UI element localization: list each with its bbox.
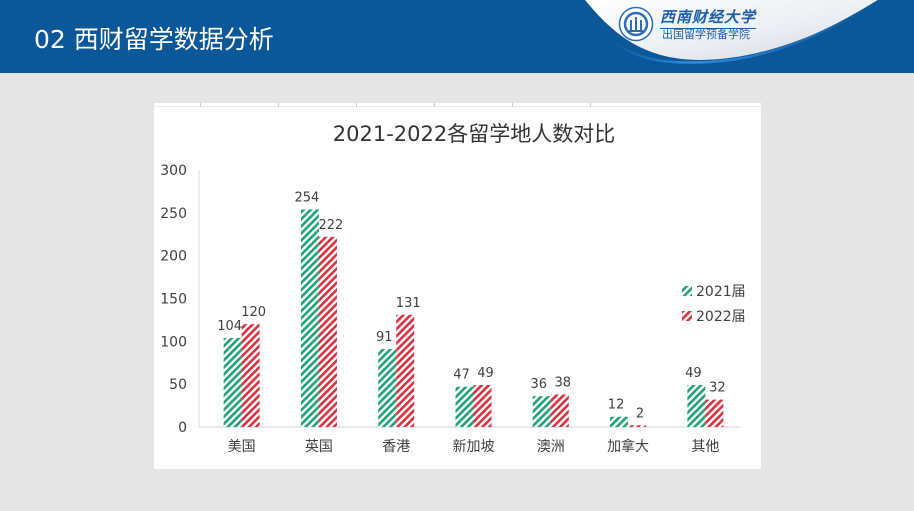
bar-2022 xyxy=(473,385,492,427)
data-label: 254 xyxy=(295,190,320,205)
slide-title: 02 西财留学数据分析 xyxy=(34,25,274,54)
strip-tick xyxy=(200,103,201,107)
bar-2022 xyxy=(705,399,724,427)
legend-item-2022[interactable]: 2022届 xyxy=(682,309,746,325)
chart-title: 2021-2022各留学地人数对比 xyxy=(333,122,615,146)
data-label: 49 xyxy=(685,366,702,381)
data-label: 91 xyxy=(376,330,393,345)
bar-2021 xyxy=(610,416,629,427)
strip-tick xyxy=(434,103,435,107)
bar-2021 xyxy=(378,349,397,427)
data-label: 36 xyxy=(531,377,548,392)
university-name: 西南财经大学 xyxy=(660,6,757,29)
bar-2022 xyxy=(318,236,337,427)
bars xyxy=(223,209,724,427)
x-tick-label: 其他 xyxy=(691,439,719,455)
strip-tick xyxy=(356,103,357,107)
legend-label: 2021届 xyxy=(696,284,746,300)
legend-swatch xyxy=(682,311,692,321)
y-tick-label: 100 xyxy=(160,334,187,350)
bar-2022 xyxy=(396,314,415,427)
data-label: 104 xyxy=(217,319,242,334)
legend: 2021届 2022届 xyxy=(682,284,746,325)
college-name: 出国留学预备学院 xyxy=(662,28,750,41)
bar-chart: 2021-2022各留学地人数对比 0 50 100 150 200 250 300 美国 英… xyxy=(160,122,746,455)
bar-2022 xyxy=(628,425,647,427)
university-logo: 西南财经大学 出国留学预备学院 xyxy=(614,4,774,44)
y-tick-label: 150 xyxy=(160,292,187,308)
legend-label: 2022届 xyxy=(696,309,746,325)
strip-tick xyxy=(512,103,513,107)
data-labels: 104 254 91 47 36 12 49 120 222 131 49 38 2 32 xyxy=(217,190,725,421)
x-tick-label: 英国 xyxy=(305,438,333,455)
x-tick-label: 新加坡 xyxy=(453,439,495,455)
university-emblem-icon xyxy=(618,6,654,42)
strip-tick xyxy=(278,103,279,107)
y-tick-label: 0 xyxy=(178,420,187,436)
bar-2022 xyxy=(550,394,569,427)
x-tick-label: 加拿大 xyxy=(607,438,649,455)
bar-2021 xyxy=(300,209,319,427)
x-axis: 美国 英国 香港 新加坡 澳洲 加拿大 其他 xyxy=(199,426,740,455)
data-label: 131 xyxy=(396,296,421,311)
x-tick-label: 香港 xyxy=(382,439,410,455)
y-tick-label: 200 xyxy=(160,249,187,265)
data-label: 38 xyxy=(555,375,572,390)
legend-swatch xyxy=(682,286,692,296)
bar-2022 xyxy=(241,324,260,427)
bar-2021 xyxy=(223,337,242,427)
slide-header: 02 西财留学数据分析 西南财经大学 出国留学预备学院 xyxy=(0,0,914,73)
y-tick-label: 250 xyxy=(160,206,187,222)
data-label: 222 xyxy=(319,218,344,233)
bar-2021 xyxy=(455,386,474,427)
card-top-strip xyxy=(154,103,761,107)
data-label: 49 xyxy=(477,366,494,381)
y-axis: 0 50 100 150 200 250 300 xyxy=(160,163,200,436)
data-label: 120 xyxy=(241,305,266,320)
header-swoosh-decoration xyxy=(585,0,881,64)
data-label: 2 xyxy=(636,406,644,421)
bar-2021 xyxy=(532,396,551,427)
data-label: 32 xyxy=(709,381,726,396)
bar-2021 xyxy=(687,385,706,427)
y-tick-label: 300 xyxy=(160,163,187,179)
y-tick-label: 50 xyxy=(169,377,187,393)
data-label: 47 xyxy=(453,368,470,383)
x-tick-label: 美国 xyxy=(228,439,256,455)
x-tick-label: 澳洲 xyxy=(537,439,565,455)
strip-tick xyxy=(590,103,591,107)
legend-item-2021[interactable]: 2021届 xyxy=(682,284,746,300)
chart-card: 2021-2022各留学地人数对比 0 50 100 150 200 250 300 美国 英… xyxy=(154,103,761,469)
data-label: 12 xyxy=(608,398,625,413)
